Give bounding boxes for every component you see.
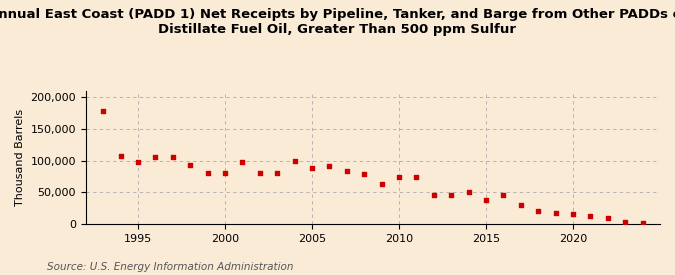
- Y-axis label: Thousand Barrels: Thousand Barrels: [15, 109, 25, 206]
- Point: [394, 175, 404, 179]
- Point: [533, 208, 543, 213]
- Point: [306, 165, 317, 170]
- Point: [324, 163, 335, 168]
- Point: [359, 172, 370, 176]
- Point: [219, 171, 230, 175]
- Point: [481, 197, 491, 202]
- Point: [342, 169, 352, 174]
- Point: [150, 155, 161, 159]
- Point: [463, 190, 474, 194]
- Point: [637, 220, 648, 225]
- Point: [167, 155, 178, 160]
- Point: [237, 160, 248, 165]
- Point: [133, 160, 144, 165]
- Point: [446, 192, 456, 197]
- Point: [498, 193, 509, 197]
- Point: [568, 211, 578, 216]
- Point: [115, 154, 126, 158]
- Point: [585, 214, 596, 218]
- Point: [272, 171, 283, 175]
- Point: [620, 220, 630, 224]
- Point: [376, 182, 387, 186]
- Point: [98, 109, 109, 113]
- Point: [602, 216, 613, 220]
- Point: [550, 211, 561, 215]
- Point: [185, 163, 196, 167]
- Text: Annual East Coast (PADD 1) Net Receipts by Pipeline, Tanker, and Barge from Othe: Annual East Coast (PADD 1) Net Receipts …: [0, 8, 675, 36]
- Point: [429, 192, 439, 197]
- Point: [411, 175, 422, 179]
- Point: [202, 171, 213, 175]
- Point: [516, 203, 526, 207]
- Point: [254, 171, 265, 175]
- Text: Source: U.S. Energy Information Administration: Source: U.S. Energy Information Administ…: [47, 262, 294, 272]
- Point: [290, 159, 300, 163]
